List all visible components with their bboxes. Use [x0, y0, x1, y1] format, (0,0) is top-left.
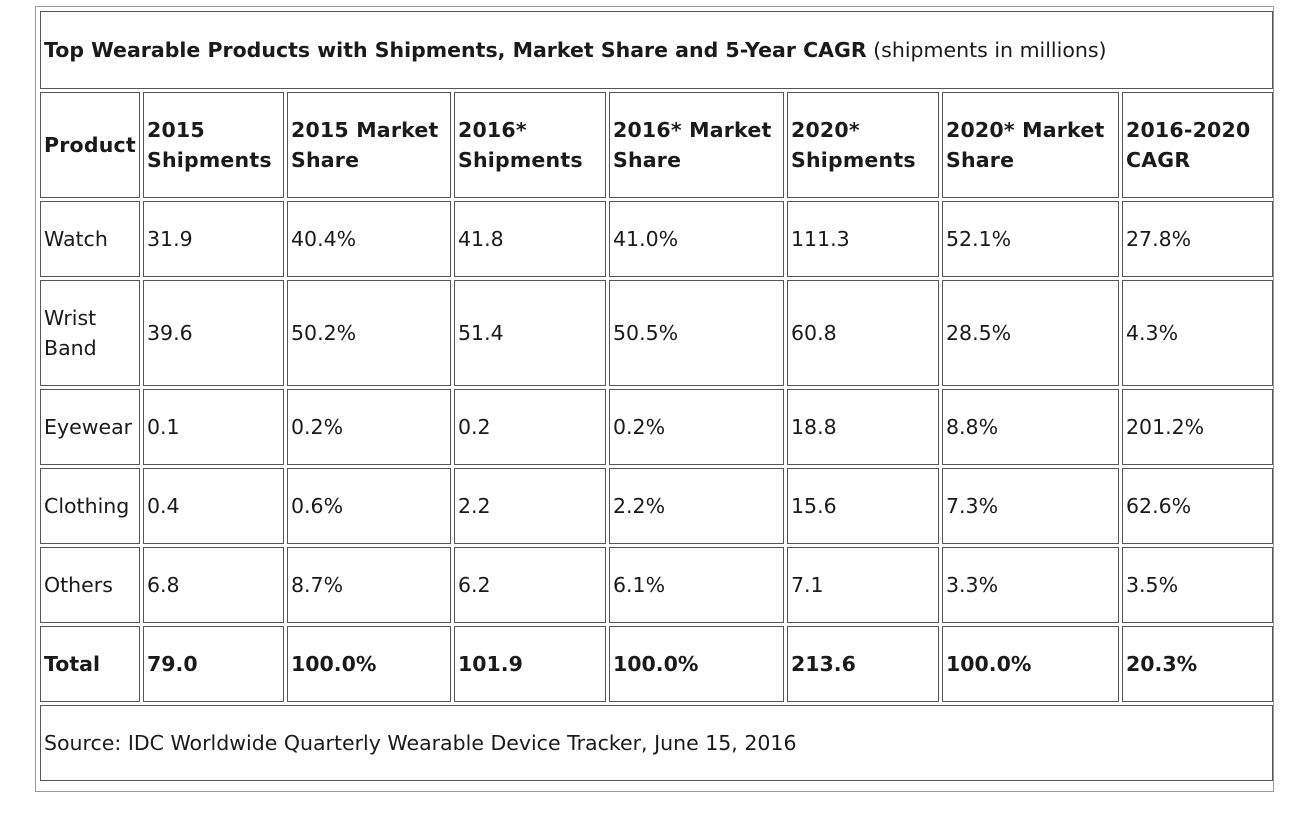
shipments-2016-cell: 51.4: [454, 280, 606, 386]
market-share-2015-cell: 0.6%: [287, 468, 451, 544]
shipments-2016-cell: 0.2: [454, 389, 606, 465]
market-share-2016-cell: 2.2%: [609, 468, 784, 544]
header-cagr-line2: CAGR: [1126, 148, 1191, 172]
header-2015-shipments: 2015 Shipments: [143, 92, 284, 198]
shipments-2020-cell: 7.1: [787, 547, 939, 623]
shipments-2020-cell: 18.8: [787, 389, 939, 465]
header-2020-market-share: 2020* Market Share: [942, 92, 1119, 198]
header-2016-market-share-line1: 2016* Market: [613, 118, 772, 142]
header-cagr-line1: 2016-2020: [1126, 118, 1251, 142]
product-cell-line2: Band: [44, 336, 97, 360]
shipments-2016-cell: 41.8: [454, 201, 606, 277]
header-2015-market-share-line1: 2015 Market: [291, 118, 439, 142]
total-market-share-2015: 100.0%: [287, 626, 451, 702]
shipments-2020-cell: 60.8: [787, 280, 939, 386]
shipments-2015-cell: 39.6: [143, 280, 284, 386]
header-2020-shipments-line2: Shipments: [791, 148, 916, 172]
table-title-bold: Top Wearable Products with Shipments, Ma…: [44, 38, 867, 62]
market-share-2016-cell: 41.0%: [609, 201, 784, 277]
product-cell: Clothing: [40, 468, 140, 544]
total-row: Total 79.0 100.0% 101.9 100.0% 213.6 100…: [40, 626, 1274, 702]
market-share-2016-cell: 0.2%: [609, 389, 784, 465]
total-shipments-2020: 213.6: [787, 626, 939, 702]
product-cell: Eyewear: [40, 389, 140, 465]
header-2020-market-share-line1: 2020* Market: [946, 118, 1105, 142]
header-2016-shipments-line2: Shipments: [458, 148, 583, 172]
shipments-2015-cell: 31.9: [143, 201, 284, 277]
header-2015-market-share-line2: Share: [291, 148, 360, 172]
shipments-2016-cell: 6.2: [454, 547, 606, 623]
cagr-cell: 3.5%: [1122, 547, 1274, 623]
cagr-cell: 4.3%: [1122, 280, 1274, 386]
total-market-share-2020: 100.0%: [942, 626, 1119, 702]
header-2016-shipments-line1: 2016*: [458, 118, 527, 142]
total-cagr: 20.3%: [1122, 626, 1274, 702]
wearables-table: Top Wearable Products with Shipments, Ma…: [37, 8, 1276, 784]
header-2020-market-share-line2: Share: [946, 148, 1015, 172]
product-cell: Watch: [40, 201, 140, 277]
market-share-2015-cell: 40.4%: [287, 201, 451, 277]
source-note: Source: IDC Worldwide Quarterly Wearable…: [40, 705, 1274, 781]
header-2016-market-share-line2: Share: [613, 148, 682, 172]
total-shipments-2015: 79.0: [143, 626, 284, 702]
total-market-share-2016: 100.0%: [609, 626, 784, 702]
header-2016-shipments: 2016* Shipments: [454, 92, 606, 198]
product-cell: Wrist Band: [40, 280, 140, 386]
header-2015-shipments-line2: Shipments: [147, 148, 272, 172]
shipments-2015-cell: 0.1: [143, 389, 284, 465]
header-2015-market-share: 2015 Market Share: [287, 92, 451, 198]
market-share-2020-cell: 52.1%: [942, 201, 1119, 277]
table-row: Watch 31.9 40.4% 41.8 41.0% 111.3 52.1% …: [40, 201, 1274, 277]
product-cell: Others: [40, 547, 140, 623]
market-share-2015-cell: 8.7%: [287, 547, 451, 623]
table-row: Eyewear 0.1 0.2% 0.2 0.2% 18.8 8.8% 201.…: [40, 389, 1274, 465]
market-share-2020-cell: 28.5%: [942, 280, 1119, 386]
table-row: Others 6.8 8.7% 6.2 6.1% 7.1 3.3% 3.5%: [40, 547, 1274, 623]
header-2015-shipments-line1: 2015: [147, 118, 205, 142]
table-frame: Top Wearable Products with Shipments, Ma…: [35, 6, 1274, 792]
market-share-2020-cell: 8.8%: [942, 389, 1119, 465]
table-title: Top Wearable Products with Shipments, Ma…: [40, 11, 1274, 89]
market-share-2015-cell: 0.2%: [287, 389, 451, 465]
market-share-2015-cell: 50.2%: [287, 280, 451, 386]
header-cagr: 2016-2020 CAGR: [1122, 92, 1274, 198]
header-2020-shipments-line1: 2020*: [791, 118, 860, 142]
market-share-2016-cell: 6.1%: [609, 547, 784, 623]
cagr-cell: 27.8%: [1122, 201, 1274, 277]
product-cell-line1: Wrist: [44, 306, 97, 330]
shipments-2016-cell: 2.2: [454, 468, 606, 544]
cagr-cell: 62.6%: [1122, 468, 1274, 544]
table-row: Clothing 0.4 0.6% 2.2 2.2% 15.6 7.3% 62.…: [40, 468, 1274, 544]
header-2016-market-share: 2016* Market Share: [609, 92, 784, 198]
market-share-2020-cell: 3.3%: [942, 547, 1119, 623]
total-label: Total: [40, 626, 140, 702]
header-product: Product: [40, 92, 140, 198]
header-2020-shipments: 2020* Shipments: [787, 92, 939, 198]
market-share-2016-cell: 50.5%: [609, 280, 784, 386]
shipments-2015-cell: 6.8: [143, 547, 284, 623]
table-title-units: (shipments in millions): [866, 38, 1107, 62]
shipments-2020-cell: 111.3: [787, 201, 939, 277]
total-shipments-2016: 101.9: [454, 626, 606, 702]
shipments-2020-cell: 15.6: [787, 468, 939, 544]
header-row: Product 2015 Shipments 2015 Market Share 2…: [40, 92, 1274, 198]
shipments-2015-cell: 0.4: [143, 468, 284, 544]
cagr-cell: 201.2%: [1122, 389, 1274, 465]
table-row: Wrist Band 39.6 50.2% 51.4 50.5% 60.8 28.…: [40, 280, 1274, 386]
market-share-2020-cell: 7.3%: [942, 468, 1119, 544]
